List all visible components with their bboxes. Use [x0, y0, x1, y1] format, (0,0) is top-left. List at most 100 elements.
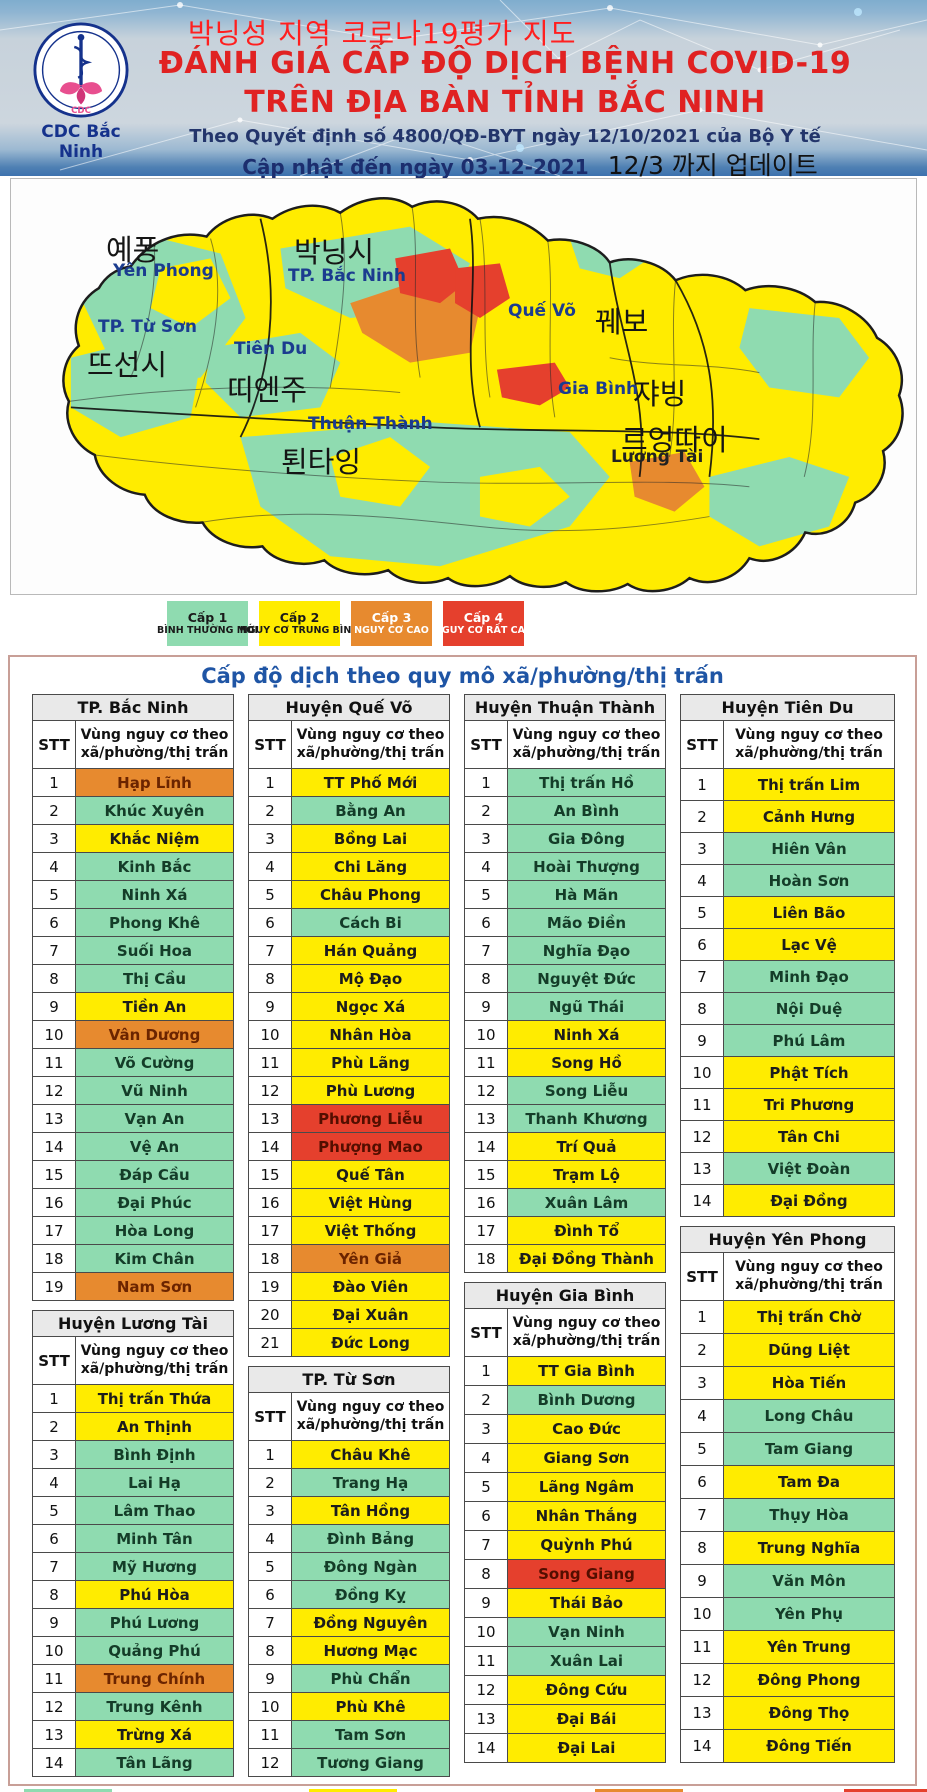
table-row: 2 Trang Hạ	[249, 1469, 449, 1497]
row-number: 8	[465, 965, 508, 992]
table-row: 6 Đồng Kỵ	[249, 1581, 449, 1609]
district-table-thuan-thanh: Huyện Thuận Thành STT Vùng nguy cơ theo xã…	[464, 694, 666, 1273]
row-number: 10	[33, 1637, 76, 1664]
row-number: 13	[33, 1721, 76, 1748]
commune-name-cell: Tam Sơn	[292, 1721, 449, 1748]
row-number: 1	[465, 769, 508, 796]
commune-name-cell: Phú Lâm	[724, 1025, 894, 1056]
table-row: 8 Thị Cầu	[33, 965, 233, 993]
row-number: 9	[33, 993, 76, 1020]
row-number: 12	[681, 1121, 724, 1152]
row-number: 6	[33, 909, 76, 936]
row-number: 1	[33, 1385, 76, 1412]
commune-name-cell: Thị Cầu	[76, 965, 233, 992]
row-number: 10	[465, 1618, 508, 1646]
table-section-title: Cấp độ dịch theo quy mô xã/phường/thị tr…	[201, 664, 724, 688]
table-row: 10 Yên Phụ	[681, 1598, 894, 1631]
row-number: 5	[465, 1473, 508, 1501]
legend-cap-3-label: Cấp 3	[371, 609, 412, 625]
legend-cap-4: Cấp 4 NGUY CƠ RẤT CAO	[434, 601, 533, 646]
table-row: 13 Đông Thọ	[681, 1697, 894, 1730]
table-row: 9 Tiền An	[33, 993, 233, 1021]
table-row: 9 Văn Môn	[681, 1565, 894, 1598]
commune-name-cell: Hòa Tiến	[724, 1367, 894, 1399]
commune-name-cell: Lai Hạ	[76, 1469, 233, 1496]
column-header-row: STT Vùng nguy cơ theo xã/phường/thị trấn	[33, 721, 233, 769]
province-map-panel: 예퐁 Yên Phong 박닝시 TP. Bắc Ninh Quế Võ 꿰보 …	[10, 178, 917, 595]
table-row: 5 Lâm Thao	[33, 1497, 233, 1525]
commune-name-cell: Song Liễu	[508, 1077, 665, 1104]
stt-column-header: STT	[681, 1253, 724, 1300]
commune-name-cell: Vũ Ninh	[76, 1077, 233, 1104]
row-number: 21	[249, 1329, 292, 1356]
table-row: 14 Tân Lãng	[33, 1749, 233, 1776]
map-region-green	[70, 337, 201, 438]
table-row: 5 Đông Ngàn	[249, 1553, 449, 1581]
table-row: 4 Đình Bảng	[249, 1525, 449, 1553]
table-row: 14 Vệ An	[33, 1133, 233, 1161]
district-table-que-vo: Huyện Quế Võ STT Vùng nguy cơ theo xã/phườ…	[248, 694, 450, 1357]
row-number: 3	[465, 1415, 508, 1443]
row-number: 12	[465, 1676, 508, 1704]
commune-name-cell: Bình Định	[76, 1441, 233, 1468]
district-header: Huyện Quế Võ	[249, 695, 449, 721]
commune-name-cell: Tam Đa	[724, 1466, 894, 1498]
table-row: 1 Châu Khê	[249, 1441, 449, 1469]
row-number: 13	[465, 1105, 508, 1132]
row-number: 13	[465, 1705, 508, 1733]
row-number: 18	[33, 1245, 76, 1272]
map-label-ko-tien-du: 띠엔주	[227, 373, 308, 407]
commune-name-cell: Ngũ Thái	[508, 993, 665, 1020]
commune-name-cell: Thái Bảo	[508, 1589, 665, 1617]
row-number: 3	[681, 833, 724, 864]
legend-cap-3-sublabel: NGUY CƠ CAO	[354, 625, 429, 637]
row-number: 14	[465, 1133, 508, 1160]
commune-name-cell: Trung Chính	[76, 1665, 233, 1692]
commune-name-cell: Hiên Vân	[724, 833, 894, 864]
commune-name-cell: Trung Kênh	[76, 1693, 233, 1720]
row-number: 7	[33, 1553, 76, 1580]
commune-name-cell: Vạn Ninh	[508, 1618, 665, 1646]
table-row: 7 Quỳnh Phú	[465, 1531, 665, 1560]
commune-name-cell: Vân Dương	[76, 1021, 233, 1048]
commune-name-cell: Hương Mạc	[292, 1637, 449, 1664]
row-number: 15	[33, 1161, 76, 1188]
table-row: 17 Đình Tổ	[465, 1217, 665, 1245]
main-title-line1: ĐÁNH GIÁ CẤP ĐỘ DỊCH BỆNH COVID-19	[158, 46, 852, 81]
stt-column-header: STT	[33, 1337, 76, 1384]
map-label-vi-thuan-thanh: Thuận Thành	[308, 414, 433, 434]
legend-cap-4-sublabel: NGUY CƠ RẤT CAO	[433, 625, 534, 637]
table-row: 4 Hoài Thượng	[465, 853, 665, 881]
summary-item-green: 62/126 xã, phường TT	[24, 1789, 309, 1792]
table-row: 6 Minh Tân	[33, 1525, 233, 1553]
row-number: 4	[465, 853, 508, 880]
summary-item-red: 3 xã, phường TT	[843, 1789, 927, 1792]
stt-column-header: STT	[465, 1309, 508, 1356]
district-header: Huyện Lương Tài	[33, 1311, 233, 1337]
map-region-yellow	[330, 437, 431, 507]
commune-name-cell: Đông Thọ	[724, 1697, 894, 1729]
map-label-vi-tu-son: TP. Từ Sơn	[98, 317, 197, 337]
commune-name-cell: Phương Liễu	[292, 1105, 449, 1132]
table-row: 10 Nhân Hòa	[249, 1021, 449, 1049]
row-number: 12	[681, 1664, 724, 1696]
green-swatch	[24, 1789, 112, 1792]
table-row: 14 Đại Lai	[465, 1734, 665, 1762]
table-row: 2 Bằng An	[249, 797, 449, 825]
row-number: 16	[249, 1189, 292, 1216]
row-number: 8	[465, 1560, 508, 1588]
row-number: 5	[249, 881, 292, 908]
table-row: 9 Phú Lương	[33, 1609, 233, 1637]
commune-name-cell: Võ Cường	[76, 1049, 233, 1076]
table-row: 4 Giang Sơn	[465, 1444, 665, 1473]
legend-cap-1-label: Cấp 1	[187, 609, 228, 625]
commune-name-cell: Tam Giang	[724, 1433, 894, 1465]
commune-name-cell: Chi Lăng	[292, 853, 449, 880]
row-number: 13	[249, 1105, 292, 1132]
row-number: 7	[681, 1499, 724, 1531]
row-number: 13	[681, 1153, 724, 1184]
commune-name-cell: Đông Tiến	[724, 1730, 894, 1762]
table-row: 10 Phật Tích	[681, 1057, 894, 1089]
logo-caption: CDC Bắc Ninh	[41, 122, 121, 162]
row-number: 9	[465, 993, 508, 1020]
